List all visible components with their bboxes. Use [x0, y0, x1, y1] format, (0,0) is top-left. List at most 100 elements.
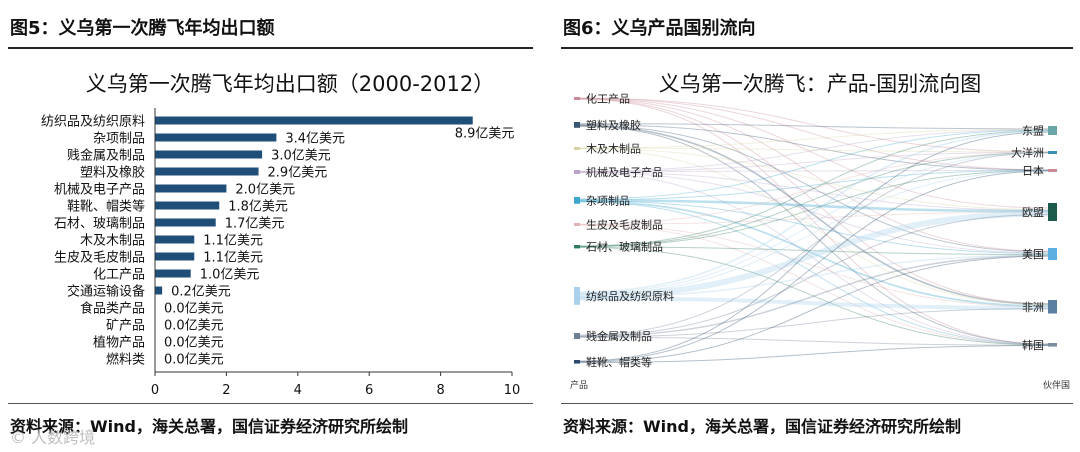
bar-category-label: 木及木制品 [80, 234, 145, 249]
bar [155, 201, 220, 210]
sankey-target-label: 欧盟 [1022, 206, 1044, 219]
sankey-source-node [574, 333, 580, 339]
sankey-source-node [574, 360, 580, 364]
sankey-source-label: 杂项制品 [586, 194, 630, 207]
bar-category-label: 机械及电子产品 [54, 183, 145, 198]
sankey-target-node [1048, 300, 1057, 314]
sankey-flow [579, 152, 1049, 225]
bar-category-label: 燃料类 [106, 352, 145, 368]
watermark: © 人数跨境 [10, 428, 96, 447]
sankey-source-node [574, 223, 580, 226]
x-tick-label: 8 [436, 383, 444, 398]
sankey-flow [579, 171, 1049, 211]
sankey-source-label: 鞋靴、帽类等 [586, 355, 652, 369]
sankey-source-node [574, 122, 580, 128]
bar-category-label: 石材、玻璃制品 [54, 217, 145, 232]
sankey-flow [579, 98, 1049, 345]
figure6-chart-title: 义乌第一次腾飞：产品-国别流向图 [658, 72, 982, 96]
sankey-target-label: 韩国 [1022, 338, 1044, 352]
sankey-flow [579, 97, 1049, 153]
sankey-flow [579, 211, 1049, 225]
sankey-flow [579, 125, 1049, 345]
sankey-flow [579, 296, 1049, 310]
sankey-flow [579, 172, 1049, 345]
sankey-flow [579, 254, 1049, 298]
bar-value-label: 0.2亿美元 [171, 285, 231, 300]
sankey-source-label: 生皮及毛皮制品 [586, 218, 663, 232]
sankey-flow [579, 152, 1049, 247]
sankey-flow [579, 308, 1049, 338]
sankey-flow [579, 123, 1049, 171]
sankey-source-node [574, 287, 580, 305]
bar-category-label: 矿产品 [106, 319, 145, 334]
sankey-flow [579, 246, 1049, 256]
sankey-flow [579, 98, 1049, 305]
bar [155, 167, 259, 176]
sankey-flow [579, 131, 1049, 362]
figure5-chart-title: 义乌第一次腾飞年均出口额（2000-2012） [85, 72, 495, 96]
figure6-bottom-rule [561, 403, 1073, 404]
sankey-target-label: 非洲 [1022, 301, 1044, 314]
sankey-flow [579, 200, 1049, 307]
flow-group [579, 97, 1049, 364]
sankey-flow [579, 151, 1049, 172]
bar-category-label: 食品类产品 [80, 301, 145, 317]
bar-category-label: 化工产品 [93, 268, 145, 283]
figure5-bottom-rule [8, 403, 533, 404]
sankey-source-node [574, 170, 580, 174]
sankey-flow [579, 170, 1049, 296]
sankey-source-label: 石材、玻璃制品 [586, 240, 663, 254]
sankey-source-node [574, 147, 580, 150]
bar-value-label: 1.0亿美元 [200, 268, 260, 283]
x-tick-label: 6 [365, 383, 373, 398]
sankey-flow [579, 255, 1049, 363]
bar-value-label: 8.9亿美元 [455, 127, 515, 142]
bar-category-label: 塑料及橡胶 [80, 165, 145, 181]
sankey-flow [579, 171, 1049, 254]
bar-value-label: 2.9亿美元 [268, 166, 328, 181]
bar-value-label: 1.1亿美元 [203, 251, 263, 266]
sankey-flow [579, 344, 1049, 364]
sankey-flow [579, 129, 1049, 172]
sankey-source-axis-label: 产品 [570, 379, 588, 391]
sankey-flow [579, 224, 1049, 346]
x-tick-label: 0 [151, 383, 159, 398]
sankey-source-label: 木及木制品 [586, 143, 641, 156]
sankey-flow [579, 336, 1049, 346]
bar-category-label: 纺织品及纺织原料 [41, 115, 145, 130]
x-tick-label: 2 [222, 383, 230, 398]
figure6-sankey-chart: 化工产品塑料及橡胶木及木制品机械及电子产品杂项制品生皮及毛皮制品石材、玻璃制品纺… [570, 92, 1070, 391]
sankey-flow [579, 128, 1049, 149]
bar [155, 235, 195, 244]
sankey-flow [579, 200, 1049, 254]
sankey-flow [579, 148, 1049, 306]
sankey-source-label: 机械及电子产品 [586, 165, 663, 179]
figure5-caption: 图5：义乌第一次腾飞年均出口额 [10, 18, 275, 39]
bar-category-label: 杂项制品 [93, 132, 145, 147]
bar-value-label: 1.7亿美元 [225, 217, 285, 232]
sankey-target-label: 大洋洲 [1011, 146, 1044, 160]
sankey-target-node [1048, 343, 1057, 347]
figure5-top-rule [8, 47, 533, 49]
sankey-flow [579, 148, 1049, 211]
sankey-flow [579, 124, 1049, 253]
bar-category-label: 贱金属及制品 [67, 148, 145, 164]
sankey-target-node [1048, 151, 1057, 154]
bar [155, 133, 277, 142]
sankey-flow [579, 210, 1049, 299]
bar-value-label: 0.0亿美元 [164, 353, 224, 368]
sankey-flow [579, 97, 1049, 171]
bar-value-label: 3.0亿美元 [271, 149, 331, 164]
bar [155, 116, 473, 125]
bar-category-label: 生皮及毛皮制品 [54, 251, 145, 266]
sankey-flow [579, 130, 1049, 293]
sankey-flow [579, 98, 1049, 252]
sankey-flow [579, 201, 1049, 346]
bar-value-label: 0.0亿美元 [164, 336, 224, 351]
sankey-flow [579, 213, 1049, 337]
bar-value-label: 3.4亿美元 [285, 132, 345, 147]
sankey-flow [579, 169, 1049, 201]
sankey-source-label: 塑料及橡胶 [586, 118, 641, 132]
sankey-flow [579, 152, 1049, 294]
